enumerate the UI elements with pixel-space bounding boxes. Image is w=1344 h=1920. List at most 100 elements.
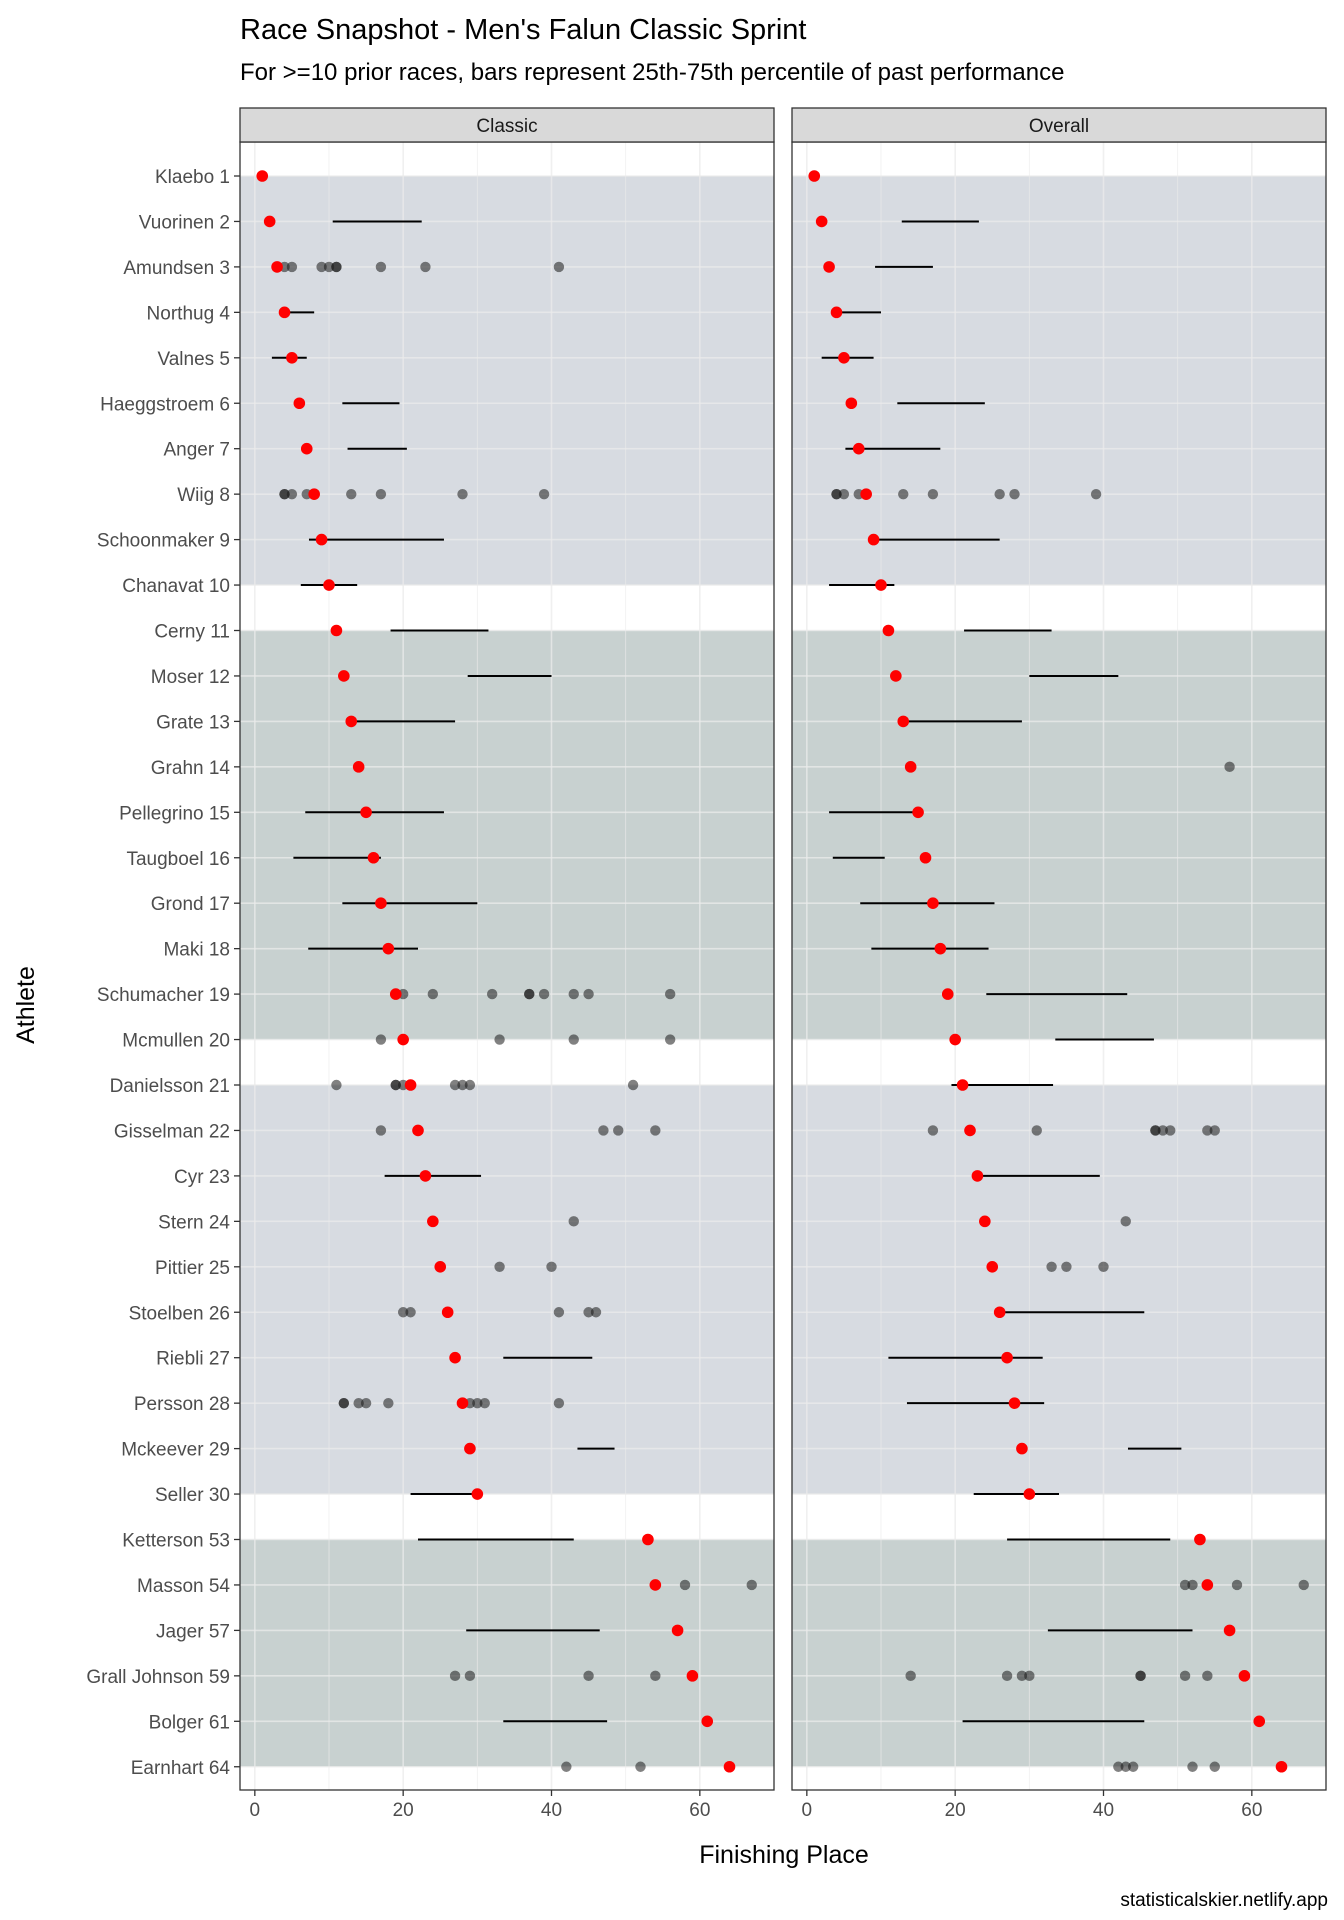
past-result-point [427, 988, 439, 1000]
past-result-point [1098, 1261, 1109, 1273]
past-result-point [1046, 1261, 1057, 1273]
current-result-point [686, 1670, 699, 1682]
past-result-point [553, 261, 565, 273]
current-result-point [345, 715, 358, 728]
past-result-point [1224, 761, 1235, 773]
y-tick-label: Earnhart 64 [131, 1758, 231, 1779]
current-result-point [649, 1579, 662, 1591]
x-tick-label: 20 [393, 1800, 414, 1821]
current-result-point [934, 942, 947, 955]
past-result-point [375, 1034, 387, 1045]
current-result-point [830, 306, 843, 319]
current-result-point [971, 1170, 984, 1182]
current-result-point [1023, 1488, 1036, 1500]
y-tick-label: Mcmullen 20 [122, 1031, 230, 1052]
past-result-point [664, 988, 676, 1000]
x-axis-title: Finishing Place [699, 1841, 869, 1869]
current-result-point [375, 897, 387, 909]
group-band [240, 630, 774, 1040]
past-result-point [1187, 1579, 1198, 1591]
past-result-point [583, 1307, 594, 1318]
y-tick-label: Grahn 14 [151, 758, 231, 779]
group-band [240, 1085, 774, 1495]
past-result-point [927, 1125, 939, 1136]
current-result-point [1223, 1624, 1236, 1637]
current-result-point [701, 1715, 714, 1728]
past-result-point [613, 1125, 624, 1136]
panel-classic: Classic 0 20 40 60 [239, 107, 775, 1821]
y-tick-label: Wiig 8 [177, 485, 230, 506]
past-result-point [905, 1670, 916, 1682]
past-result-point [397, 1307, 409, 1318]
current-result-point [449, 1351, 461, 1364]
past-result-point [1135, 1670, 1146, 1682]
group-band [792, 1539, 1326, 1767]
current-result-point [927, 897, 939, 909]
past-result-point [590, 1307, 602, 1318]
past-result-point [994, 488, 1005, 500]
past-result-point [598, 1125, 609, 1136]
past-result-point [1113, 1761, 1124, 1772]
past-result-point [746, 1579, 757, 1591]
past-result-point [583, 1670, 594, 1682]
past-result-point [568, 1034, 579, 1045]
y-tick-label: Ketterson 53 [122, 1531, 230, 1552]
x-tick-label: 60 [1241, 1800, 1262, 1821]
current-result-point [1253, 1715, 1266, 1728]
panel-overall: Overall 0 20 40 60 [791, 107, 1327, 1821]
y-tick-label: Stoelben 26 [129, 1303, 230, 1324]
current-result-point [404, 1079, 417, 1091]
past-result-point [1165, 1125, 1176, 1136]
current-result-point [723, 1760, 736, 1773]
y-tick-label: Persson 28 [134, 1394, 230, 1415]
past-result-point [1150, 1125, 1161, 1136]
x-tick-label: 0 [250, 1800, 261, 1821]
current-result-point [815, 215, 828, 228]
y-tick-label: Anger 7 [163, 440, 230, 461]
y-tick-label: Northug 4 [147, 303, 231, 324]
current-result-point [860, 488, 872, 500]
group-band [792, 1085, 1326, 1495]
current-result-point [1016, 1442, 1028, 1455]
current-result-point [993, 1306, 1006, 1319]
current-result-point [642, 1533, 654, 1546]
past-result-point [353, 1397, 364, 1409]
x-tick-label: 60 [689, 1800, 710, 1821]
past-result-point [1127, 1761, 1139, 1772]
y-tick-label: Haeggstroem 6 [100, 394, 230, 415]
current-result-point [464, 1442, 476, 1455]
current-result-point [897, 715, 910, 728]
past-result-point [650, 1670, 661, 1682]
y-tick-label: Pittier 25 [155, 1258, 230, 1279]
past-result-point [1120, 1761, 1131, 1772]
current-result-point [412, 1124, 424, 1137]
y-tick-label: Danielsson 21 [110, 1076, 230, 1097]
y-tick-label: Cyr 23 [174, 1167, 230, 1188]
y-tick-label: Klaebo 1 [155, 167, 230, 188]
x-tick-label: 20 [945, 1800, 966, 1821]
current-result-point [964, 1124, 976, 1137]
past-result-point [553, 1307, 565, 1318]
y-tick-label: Chanavat 10 [122, 576, 230, 597]
current-result-point [867, 533, 880, 546]
chart-title: Race Snapshot - Men's Falun Classic Spri… [240, 14, 806, 46]
plot-area: Classic 0 20 40 60 Overall 0 20 40 60 Klaebo 1 Vuor… [86, 107, 1327, 1821]
current-result-point [389, 988, 402, 1000]
past-result-point [1202, 1125, 1213, 1136]
past-result-point [375, 1125, 387, 1136]
x-tick-label: 40 [541, 1800, 562, 1821]
current-result-point [419, 1170, 432, 1182]
y-tick-label: Mckeever 29 [121, 1440, 230, 1461]
past-result-point [1024, 1670, 1035, 1682]
current-result-point [456, 1397, 469, 1409]
past-result-point [286, 261, 298, 273]
past-result-point [524, 988, 535, 1000]
y-tick-label: Cerny 11 [154, 622, 230, 643]
y-tick-label: Seller 30 [155, 1485, 230, 1506]
current-result-point [919, 851, 932, 864]
y-tick-label: Grate 13 [156, 712, 230, 733]
past-result-point [664, 1034, 676, 1045]
y-tick-label: Riebli 27 [156, 1349, 230, 1370]
past-result-point [1179, 1579, 1191, 1591]
past-result-point [449, 1079, 461, 1091]
